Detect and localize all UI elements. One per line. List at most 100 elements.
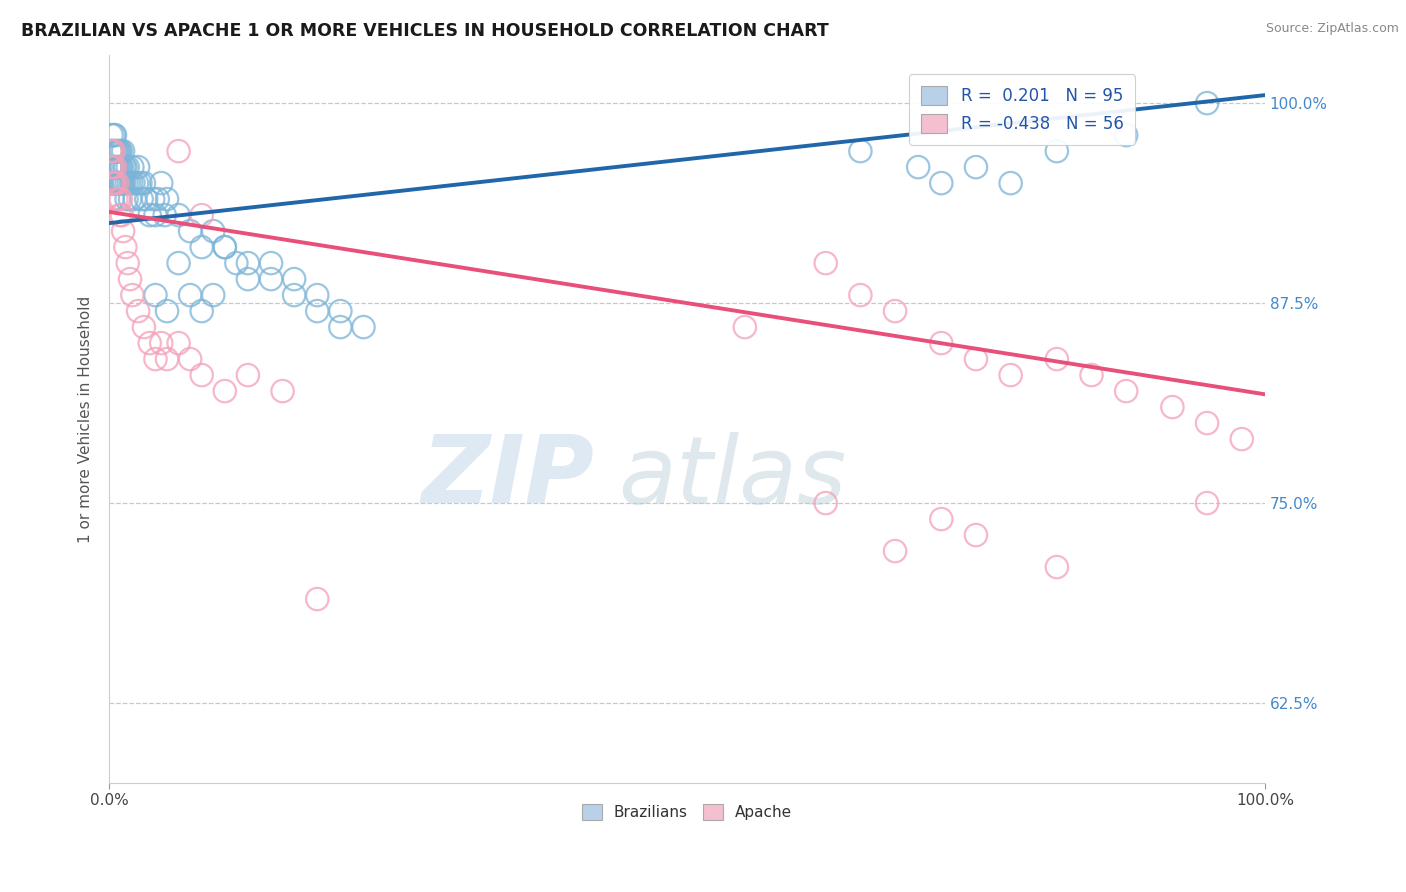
Point	[156, 192, 179, 206]
Point	[214, 384, 236, 398]
Point	[101, 160, 124, 174]
Point	[100, 176, 122, 190]
Point	[104, 176, 127, 190]
Point	[179, 288, 201, 302]
Point	[105, 160, 128, 174]
Point	[814, 256, 837, 270]
Point	[104, 160, 127, 174]
Point	[307, 592, 329, 607]
Point	[236, 256, 259, 270]
Point	[111, 176, 134, 190]
Point	[114, 240, 136, 254]
Point	[225, 256, 247, 270]
Point	[884, 304, 907, 318]
Point	[114, 160, 136, 174]
Point	[112, 160, 135, 174]
Point	[101, 192, 124, 206]
Point	[260, 272, 283, 286]
Point	[110, 160, 132, 174]
Point	[125, 176, 148, 190]
Point	[110, 144, 132, 158]
Point	[118, 192, 141, 206]
Point	[202, 224, 225, 238]
Point	[1046, 352, 1069, 367]
Text: BRAZILIAN VS APACHE 1 OR MORE VEHICLES IN HOUSEHOLD CORRELATION CHART: BRAZILIAN VS APACHE 1 OR MORE VEHICLES I…	[21, 22, 830, 40]
Point	[329, 320, 352, 334]
Point	[849, 288, 872, 302]
Point	[884, 544, 907, 558]
Point	[121, 288, 143, 302]
Point	[132, 320, 155, 334]
Point	[1046, 560, 1069, 574]
Point	[132, 176, 155, 190]
Point	[150, 176, 173, 190]
Point	[142, 192, 165, 206]
Point	[124, 192, 146, 206]
Point	[112, 144, 135, 158]
Point	[1197, 416, 1219, 430]
Legend: Brazilians, Apache: Brazilians, Apache	[575, 797, 799, 826]
Point	[236, 368, 259, 383]
Point	[236, 272, 259, 286]
Point	[103, 144, 125, 158]
Point	[179, 224, 201, 238]
Point	[101, 160, 124, 174]
Point	[104, 128, 127, 142]
Point	[111, 208, 134, 222]
Point	[115, 176, 138, 190]
Point	[1161, 400, 1184, 414]
Point	[107, 192, 129, 206]
Point	[1000, 176, 1022, 190]
Point	[127, 304, 149, 318]
Point	[107, 160, 129, 174]
Point	[353, 320, 375, 334]
Point	[103, 176, 125, 190]
Point	[108, 144, 131, 158]
Point	[100, 128, 122, 142]
Point	[100, 144, 122, 158]
Point	[110, 192, 132, 206]
Point	[1115, 128, 1137, 142]
Point	[271, 384, 294, 398]
Point	[118, 272, 141, 286]
Point	[190, 368, 212, 383]
Point	[929, 512, 952, 526]
Y-axis label: 1 or more Vehicles in Household: 1 or more Vehicles in Household	[79, 295, 93, 542]
Point	[138, 336, 160, 351]
Point	[117, 256, 139, 270]
Point	[156, 352, 179, 367]
Point	[1080, 368, 1102, 383]
Point	[103, 128, 125, 142]
Point	[108, 160, 131, 174]
Point	[1115, 384, 1137, 398]
Point	[167, 336, 190, 351]
Point	[100, 160, 122, 174]
Point	[190, 304, 212, 318]
Point	[103, 144, 125, 158]
Point	[105, 144, 128, 158]
Point	[104, 160, 127, 174]
Point	[145, 352, 167, 367]
Point	[283, 288, 305, 302]
Point	[307, 288, 329, 302]
Point	[100, 160, 122, 174]
Point	[190, 240, 212, 254]
Point	[105, 144, 128, 158]
Point	[329, 304, 352, 318]
Point	[145, 288, 167, 302]
Point	[115, 192, 138, 206]
Point	[965, 528, 987, 542]
Point	[100, 176, 122, 190]
Point	[118, 176, 141, 190]
Point	[110, 176, 132, 190]
Point	[150, 336, 173, 351]
Point	[129, 176, 152, 190]
Point	[965, 352, 987, 367]
Point	[929, 176, 952, 190]
Point	[122, 176, 145, 190]
Point	[1046, 144, 1069, 158]
Point	[146, 192, 169, 206]
Point	[214, 240, 236, 254]
Point	[104, 176, 127, 190]
Point	[1230, 432, 1253, 446]
